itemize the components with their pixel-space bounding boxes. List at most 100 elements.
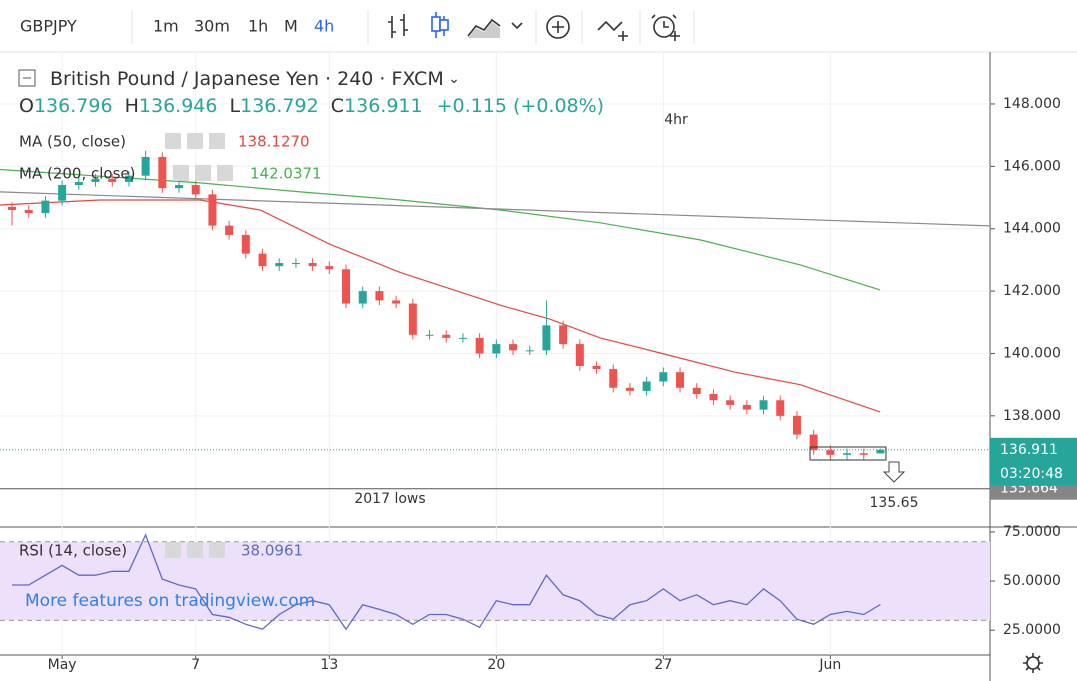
ohlc-value: 136.946 xyxy=(139,95,218,117)
main-pane: 138.000 140.000 142.000 144.000 146.000 148.0… xyxy=(0,52,1077,527)
candle-body xyxy=(525,350,534,352)
candle-body xyxy=(208,194,217,226)
annotation: 2017 lows xyxy=(354,491,425,507)
interval-button[interactable]: 30m xyxy=(194,17,230,36)
interval-button[interactable]: 1m xyxy=(153,17,179,36)
alert-icon[interactable] xyxy=(651,14,680,41)
candle-body xyxy=(58,185,67,201)
candle-body xyxy=(141,156,150,176)
change: +0.115 (+0.08%) xyxy=(437,95,604,117)
drawing-box xyxy=(809,446,887,461)
ma-legend-value: 138.1270 xyxy=(238,133,310,151)
candle-body xyxy=(792,415,801,435)
ohlc-key: C xyxy=(331,95,344,117)
ohlc-value: 136.911 xyxy=(344,95,423,117)
interval-button[interactable]: 1h xyxy=(248,17,268,36)
symbol[interactable]: GBPJPY xyxy=(20,17,77,36)
x-tick-label: May xyxy=(48,657,77,673)
candle-body xyxy=(425,334,434,336)
candle-style-icon[interactable] xyxy=(431,12,449,38)
watermark[interactable]: More features on tradingview.com xyxy=(25,591,315,611)
candle-body xyxy=(358,291,367,304)
candle-body xyxy=(859,453,868,455)
y-tick-label: 146.000 xyxy=(1003,158,1061,174)
y-tick-label: 142.000 xyxy=(1003,283,1061,299)
candle-body xyxy=(692,387,701,395)
ohlc-key: O xyxy=(19,95,34,117)
candle-body xyxy=(91,178,100,182)
legend-buttons[interactable] xyxy=(165,542,225,558)
y-tick-label: 144.000 xyxy=(1003,221,1061,237)
rsi-pane: 25.0000 50.0000 75.0000 xyxy=(0,524,1061,657)
x-tick-label: 20 xyxy=(487,657,505,673)
rsi-legend-name[interactable]: RSI (14, close) xyxy=(19,542,127,560)
candle-body xyxy=(776,400,785,416)
candle-body xyxy=(158,156,167,189)
annotation: 135.65 xyxy=(870,495,919,511)
candle-body xyxy=(759,400,768,410)
candle-body xyxy=(559,325,568,345)
x-tick-label: 13 xyxy=(320,657,338,673)
y-tick-label: 25.0000 xyxy=(1003,622,1061,638)
y-tick-label: 148.000 xyxy=(1003,96,1061,112)
candle-body xyxy=(41,200,50,214)
candle-body xyxy=(375,291,384,301)
toolbar-bg xyxy=(0,0,1077,52)
bar-style-icon[interactable] xyxy=(388,14,408,38)
ohlc-value: 136.792 xyxy=(240,95,319,117)
candle-body xyxy=(108,178,117,182)
candle-body xyxy=(642,381,651,391)
candle-body xyxy=(308,263,317,267)
candle-body xyxy=(625,387,634,391)
ma-legend-name[interactable]: MA (200, close) xyxy=(19,165,135,183)
indicators-icon[interactable] xyxy=(546,15,570,39)
legend: British Pound / Japanese Yen · 240 · FXC… xyxy=(18,68,604,611)
y-tick-label: 75.0000 xyxy=(1003,524,1061,540)
x-tick-label: Jun xyxy=(818,657,841,673)
ma-legend-name[interactable]: MA (50, close) xyxy=(19,133,126,151)
ohlc-key: H xyxy=(125,95,139,117)
candle-body xyxy=(325,266,334,270)
legend-buttons[interactable] xyxy=(173,165,233,181)
legend-buttons[interactable] xyxy=(165,133,225,149)
rsi-line xyxy=(12,533,881,631)
x-tick-label: 7 xyxy=(191,657,200,673)
candle-body xyxy=(124,175,133,182)
candle-body xyxy=(442,334,451,338)
candle-body xyxy=(408,303,417,335)
chart-type-dropdown[interactable] xyxy=(511,22,523,30)
countdown: 03:20:48 xyxy=(1000,466,1063,482)
area-style-icon[interactable] xyxy=(467,18,501,38)
settings-icon[interactable] xyxy=(1023,653,1043,673)
ohlc-value: 136.796 xyxy=(34,95,113,117)
ohlc-key: L xyxy=(230,95,241,117)
candle-body xyxy=(809,434,818,451)
annotation: 4hr xyxy=(664,112,688,128)
compare-icon[interactable] xyxy=(597,20,628,41)
collapse-icon[interactable] xyxy=(18,69,36,87)
symbol-title[interactable]: British Pound / Japanese Yen · 240 · FXC… xyxy=(50,68,460,90)
candle-body xyxy=(24,210,33,214)
candle-body xyxy=(843,453,852,455)
candle-body xyxy=(74,181,83,186)
candle-body xyxy=(826,450,835,455)
interval-button[interactable]: 4h xyxy=(314,17,334,36)
y-tick-label: 138.000 xyxy=(1003,408,1061,424)
candle-body xyxy=(175,185,184,189)
candle-body xyxy=(542,325,551,351)
candle-body xyxy=(342,269,351,304)
candle-body xyxy=(609,369,618,388)
interval-button[interactable]: M xyxy=(284,17,298,36)
ma-legend-value: 142.0371 xyxy=(250,165,322,183)
candle-body xyxy=(191,185,200,195)
title-chevron: ⌄ xyxy=(444,71,460,87)
candle-body xyxy=(492,344,501,354)
y-tick-label: 140.000 xyxy=(1003,345,1061,361)
candle-body xyxy=(726,400,735,405)
candle-body xyxy=(291,263,300,265)
candle-body xyxy=(475,337,484,354)
candle-body xyxy=(258,253,267,267)
candle-body xyxy=(709,394,718,401)
y-tick-label: 50.0000 xyxy=(1003,573,1061,589)
candle-body xyxy=(392,300,401,304)
